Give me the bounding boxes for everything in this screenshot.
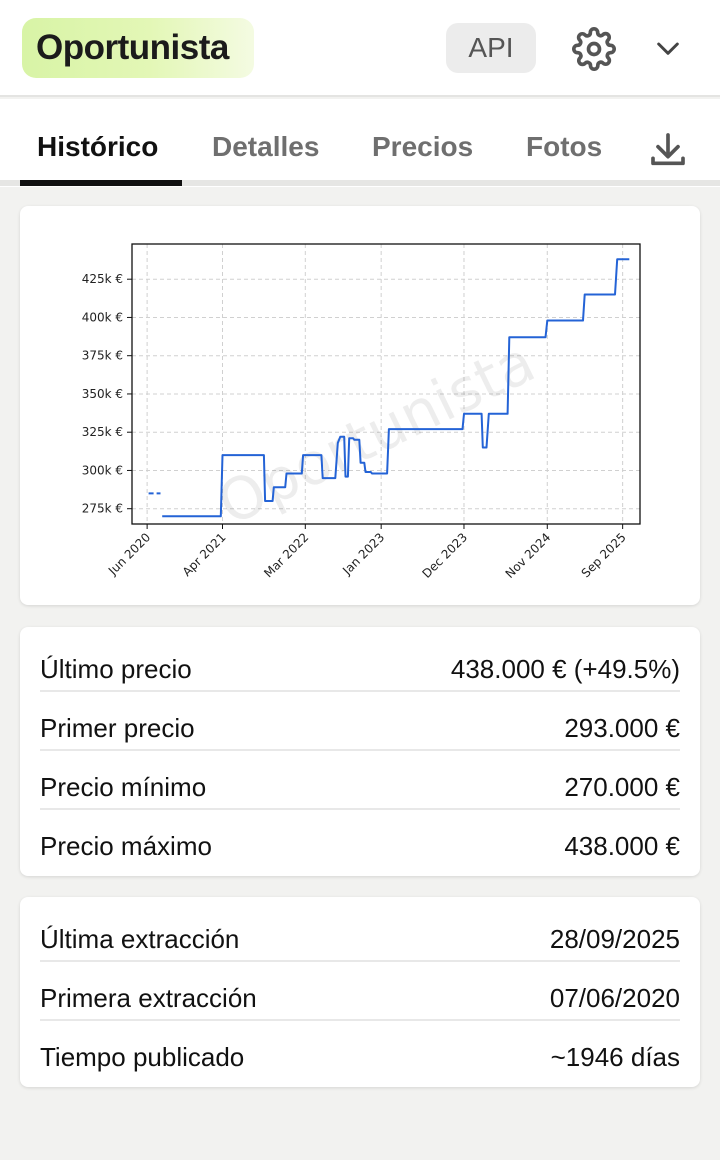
extraction-info-card: Última extracción 28/09/2025 Primera ext… <box>20 897 700 1087</box>
stat-label: Precio máximo <box>40 831 212 861</box>
x-tick-label: Jun 2020 <box>105 530 153 578</box>
x-tick-label: Nov 2024 <box>503 530 554 581</box>
app-header: Oportunista API <box>0 0 720 97</box>
api-button[interactable]: API <box>446 23 536 73</box>
stat-row: Primer precio 293.000 € <box>40 692 680 751</box>
date-row: Tiempo publicado ~1946 días <box>40 1021 680 1080</box>
active-tab-indicator <box>20 180 182 186</box>
x-tick-label: Jan 2023 <box>339 530 387 578</box>
y-tick-label: 275k € <box>82 502 123 516</box>
stat-value: 438.000 € <box>564 831 680 861</box>
tab-detalles[interactable]: Detalles <box>212 131 320 162</box>
stat-value: 438.000 € (+49.5%) <box>450 654 680 684</box>
y-tick-label: 350k € <box>82 387 123 401</box>
tab-bar-divider <box>0 180 720 186</box>
y-tick-label: 325k € <box>82 425 123 439</box>
stat-value: 293.000 € <box>564 713 680 743</box>
date-row: Última extracción 28/09/2025 <box>40 903 680 962</box>
y-tick-label: 300k € <box>82 463 123 477</box>
y-tick-label: 375k € <box>82 349 123 363</box>
price-stats-card: Último precio 438.000 € (+49.5%) Primer … <box>20 627 700 876</box>
gear-icon[interactable] <box>572 27 616 71</box>
price-history-chart: Oportunista 275k € 300k € 325k € 350k € 375k… <box>82 243 641 581</box>
app-logo[interactable]: Oportunista <box>22 18 254 78</box>
date-label: Primera extracción <box>40 983 257 1013</box>
date-value: 07/06/2020 <box>549 983 680 1013</box>
x-tick-label: Dec 2023 <box>419 530 470 581</box>
stat-label: Precio mínimo <box>40 772 207 802</box>
stat-label: Primer precio <box>40 713 195 743</box>
price-history-card: Oportunista 275k € 300k € 325k € 350k € 375k… <box>20 206 700 605</box>
tab-precios[interactable]: Precios <box>372 131 474 162</box>
date-value: ~1946 días <box>550 1042 680 1072</box>
date-label: Última extracción <box>40 924 240 954</box>
date-label: Tiempo publicado <box>40 1042 245 1072</box>
download-icon[interactable] <box>648 130 688 170</box>
plot-frame <box>131 243 641 525</box>
y-tick-label: 425k € <box>82 272 123 286</box>
stat-row: Precio máximo 438.000 € <box>40 810 680 869</box>
price-series-line <box>162 258 630 518</box>
date-row: Primera extracción 07/06/2020 <box>40 962 680 1021</box>
tab-bar: Histórico Detalles Precios Fotos <box>0 99 720 187</box>
chevron-down-icon[interactable] <box>652 32 684 64</box>
tab-historico[interactable]: Histórico <box>37 131 159 162</box>
tab-fotos[interactable]: Fotos <box>526 131 603 162</box>
x-tick-label: Sep 2025 <box>579 530 629 580</box>
stat-value: 270.000 € <box>564 772 680 802</box>
x-tick-label: Mar 2022 <box>261 530 311 580</box>
stat-label: Último precio <box>40 654 192 684</box>
x-tick-label: Apr 2021 <box>180 530 229 579</box>
stat-row: Último precio 438.000 € (+49.5%) <box>40 633 680 692</box>
stat-row: Precio mínimo 270.000 € <box>40 751 680 810</box>
y-tick-label: 400k € <box>82 310 123 324</box>
date-value: 28/09/2025 <box>549 924 680 954</box>
chart-watermark: Oportunista <box>207 327 545 538</box>
